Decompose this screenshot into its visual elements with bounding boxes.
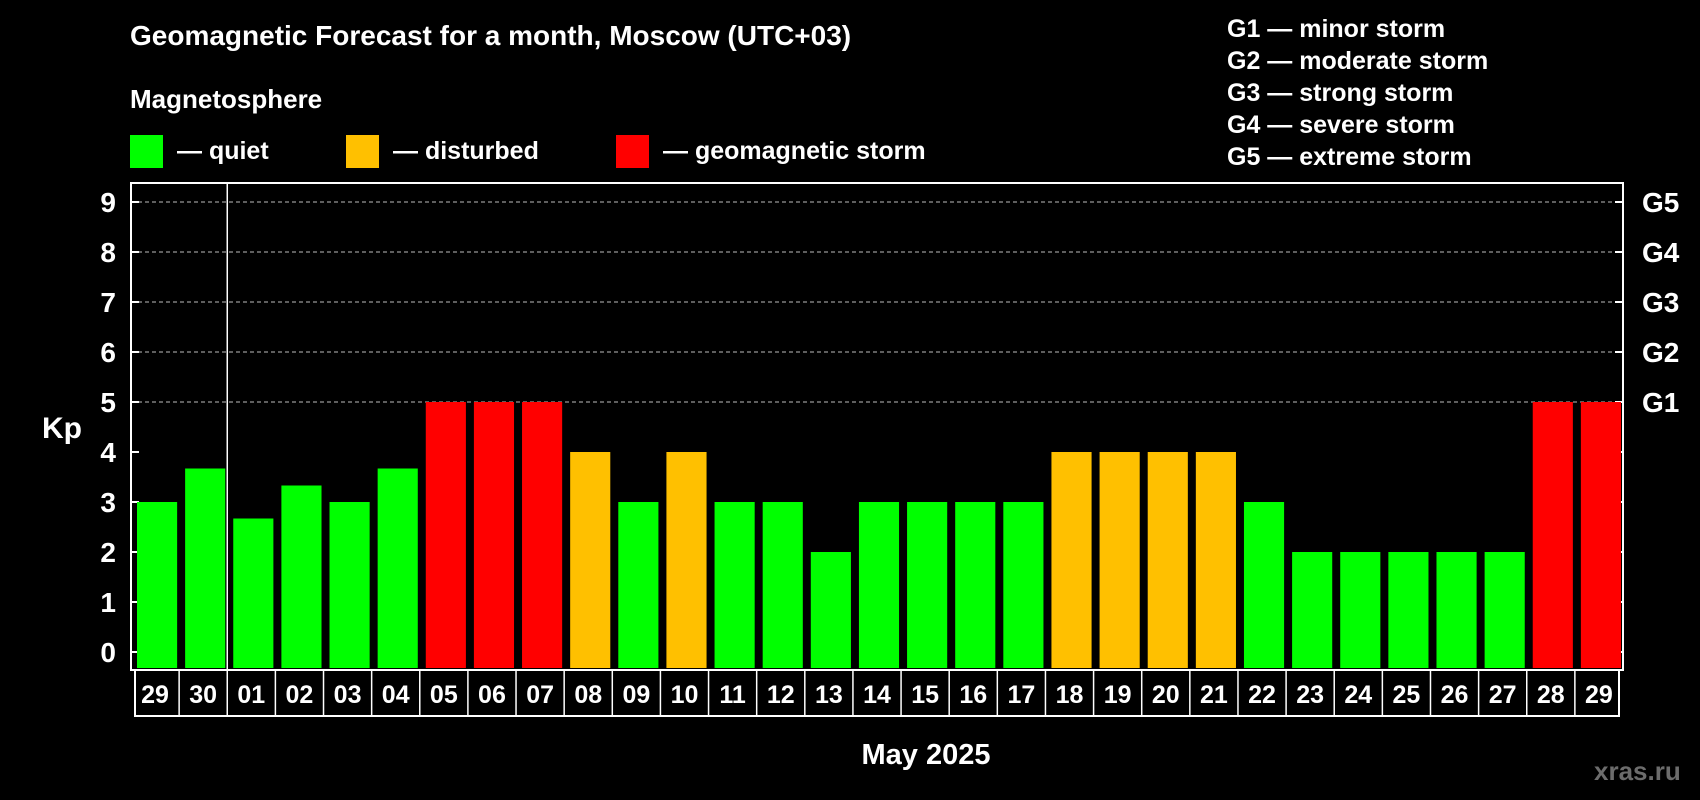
- y-tick-label-1: 1: [100, 587, 116, 618]
- y-axis-label: Kp: [42, 412, 82, 445]
- bar-8: [522, 402, 563, 668]
- bar-7: [473, 402, 515, 668]
- x-tick-label-22: 21: [1200, 681, 1228, 709]
- bar-27: [1436, 552, 1477, 668]
- x-tick-label-21: 20: [1152, 681, 1180, 709]
- x-tick-label-24: 23: [1296, 681, 1324, 709]
- x-tick-label-13: 12: [767, 681, 795, 709]
- bar-9: [570, 452, 611, 668]
- x-tick-label-1: 30: [189, 681, 217, 709]
- x-tick-label-10: 09: [622, 681, 650, 709]
- bar-2: [233, 518, 274, 668]
- storm-scale-g1: G1 — minor storm: [1227, 15, 1446, 43]
- bar-1: [185, 468, 226, 668]
- y-tick-label-2: 2: [100, 537, 116, 568]
- legend-item-storm: — geomagnetic storm: [616, 134, 926, 168]
- x-tick-label-30: 29: [1585, 681, 1613, 709]
- x-tick-label-16: 15: [911, 681, 939, 709]
- x-tick-label-2: 01: [237, 681, 265, 709]
- watermark: xras.ru: [1594, 756, 1681, 786]
- bar-13: [762, 502, 803, 668]
- x-tick-label-20: 19: [1104, 681, 1132, 709]
- y-tick-label-9: 9: [100, 187, 116, 218]
- bar-12: [714, 502, 755, 668]
- y-tick-label-8: 8: [100, 237, 116, 268]
- x-tick-label-8: 07: [526, 681, 554, 709]
- y-tick-label-3: 3: [100, 487, 116, 518]
- x-tick-label-28: 27: [1489, 681, 1517, 709]
- x-tick-label-17: 16: [959, 681, 987, 709]
- x-tick-label-14: 13: [815, 681, 843, 709]
- x-tick-label-12: 11: [719, 681, 746, 709]
- x-axis-label: May 2025: [862, 739, 991, 771]
- x-tick-label-5: 04: [382, 681, 410, 709]
- disturbed-swatch: [346, 134, 379, 168]
- bar-30: [1580, 402, 1621, 668]
- g-axis-label-g1: G1: [1642, 387, 1679, 418]
- g-axis-label-g2: G2: [1642, 337, 1679, 368]
- x-tick-label-0: 29: [141, 681, 169, 709]
- legend-label-quiet: — quiet: [177, 136, 269, 165]
- legend-label-disturbed: — disturbed: [393, 136, 539, 165]
- bar-26: [1388, 552, 1429, 668]
- quiet-swatch: [130, 134, 163, 168]
- y-tick-label-4: 4: [100, 437, 116, 468]
- chart-title: Geomagnetic Forecast for a month, Moscow…: [130, 20, 852, 51]
- x-tick-label-23: 22: [1248, 681, 1276, 709]
- x-tick-label-25: 24: [1344, 681, 1372, 709]
- x-tick-label-27: 26: [1441, 681, 1469, 709]
- y-tick-label-7: 7: [100, 287, 116, 318]
- storm-scale-g3: G3 — strong storm: [1227, 79, 1454, 107]
- x-tick-label-29: 28: [1537, 681, 1565, 709]
- bar-15: [858, 502, 900, 668]
- storm-scale-g4: G4 — severe storm: [1227, 111, 1455, 139]
- magnetosphere-label: Magnetosphere: [130, 84, 323, 114]
- x-tick-label-3: 02: [286, 681, 314, 709]
- bar-11: [666, 452, 707, 668]
- x-tick-label-7: 06: [478, 681, 506, 709]
- bar-3: [281, 485, 322, 668]
- storm-scale-g2: G2 — moderate storm: [1227, 47, 1489, 75]
- storm-scale-g5: G5 — extreme storm: [1227, 143, 1472, 171]
- date-row: [134, 669, 1620, 717]
- legend-label-storm: — geomagnetic storm: [663, 136, 926, 165]
- storm-scale-legend: G1 — minor storm G2 — moderate storm G3 …: [1227, 13, 1488, 173]
- storm-swatch: [616, 134, 649, 168]
- legend-item-disturbed: — disturbed: [346, 134, 539, 168]
- bar-18: [1003, 502, 1044, 668]
- bar-24: [1292, 552, 1333, 668]
- y-tick-label-5: 5: [100, 387, 116, 418]
- x-tick-label-15: 14: [863, 681, 891, 709]
- g-axis-label-g3: G3: [1642, 287, 1679, 318]
- bar-25: [1340, 552, 1381, 668]
- g-axis-label-g4: G4: [1642, 237, 1680, 268]
- bar-29: [1532, 402, 1573, 668]
- x-tick-label-4: 03: [334, 681, 362, 709]
- g-axis-label-g5: G5: [1642, 187, 1679, 218]
- x-tick-label-19: 18: [1056, 681, 1084, 709]
- bar-19: [1051, 452, 1092, 668]
- bar-28: [1484, 552, 1525, 668]
- bar-16: [907, 502, 948, 668]
- bar-20: [1099, 452, 1140, 668]
- bar-5: [377, 468, 418, 668]
- x-tick-label-6: 05: [430, 681, 458, 709]
- bar-10: [618, 502, 659, 668]
- bar-6: [425, 402, 466, 668]
- bar-21: [1147, 452, 1188, 668]
- bar-4: [329, 502, 370, 668]
- bar-14: [810, 552, 851, 668]
- x-tick-label-18: 17: [1007, 681, 1035, 709]
- legend-item-quiet: — quiet: [130, 134, 269, 168]
- x-tick-label-26: 25: [1393, 681, 1421, 709]
- x-tick-label-9: 08: [574, 681, 602, 709]
- bar-22: [1195, 452, 1236, 668]
- bar-17: [955, 502, 996, 668]
- x-tick-label-11: 10: [671, 681, 699, 709]
- bar-0: [137, 502, 178, 668]
- y-tick-label-0: 0: [100, 637, 116, 668]
- y-tick-label-6: 6: [100, 337, 116, 368]
- bar-23: [1243, 502, 1285, 668]
